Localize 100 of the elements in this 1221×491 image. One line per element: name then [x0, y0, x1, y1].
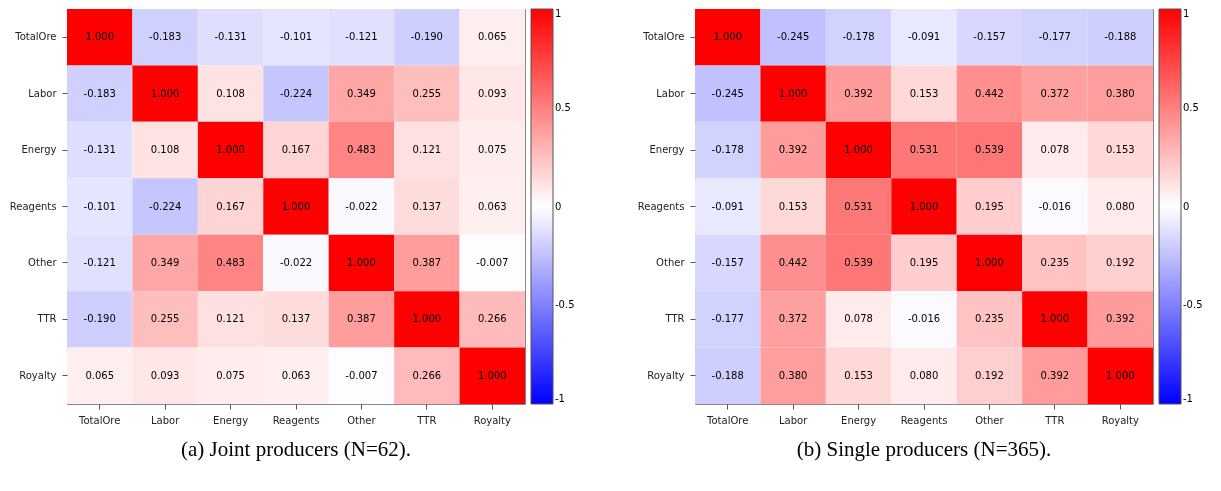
- data-label: 1.000: [1105, 369, 1135, 381]
- data-label: 0.108: [150, 144, 180, 156]
- data-label: 0.167: [281, 144, 311, 156]
- data-label: -0.007: [345, 369, 378, 381]
- data-label: 1.000: [477, 369, 507, 381]
- y-tick-label: TTR: [664, 313, 685, 325]
- data-label: -0.177: [1038, 31, 1071, 43]
- data-label: 0.380: [1105, 87, 1135, 99]
- x-tick-label: Royalty: [473, 414, 512, 426]
- data-label: 0.093: [477, 87, 507, 99]
- data-label: -0.022: [279, 256, 313, 268]
- data-label: 0.372: [1040, 87, 1070, 99]
- x-tick-label: Reagents: [900, 414, 948, 426]
- data-label: 0.380: [778, 369, 808, 381]
- x-tick-label: TTR: [1044, 414, 1065, 426]
- data-label: -0.224: [279, 87, 313, 99]
- data-label: -0.091: [711, 200, 744, 212]
- data-label: 1.000: [1040, 313, 1070, 325]
- data-label: 0.167: [216, 200, 245, 212]
- data-label: 1.000: [844, 144, 873, 156]
- data-label: 0.137: [281, 313, 311, 325]
- y-tick-label: TotalOre: [642, 31, 685, 43]
- data-label: 0.153: [844, 369, 873, 381]
- data-label: 0.392: [778, 144, 808, 156]
- data-label: 0.349: [347, 87, 376, 99]
- data-label: -0.101: [83, 200, 116, 212]
- data-label: 0.255: [150, 313, 180, 325]
- data-label: 0.192: [1105, 256, 1135, 268]
- y-tick-label: Royalty: [19, 369, 57, 381]
- data-label: -0.091: [907, 31, 941, 43]
- y-tick-label: Energy: [21, 144, 57, 156]
- y-tick-label: Royalty: [647, 369, 685, 381]
- data-label: 0.153: [778, 200, 808, 212]
- data-label: 0.255: [412, 87, 442, 99]
- y-tick-label: TTR: [36, 313, 57, 325]
- data-label: -0.177: [711, 313, 744, 325]
- data-label: 0.539: [844, 256, 873, 268]
- data-label: 0.539: [975, 144, 1004, 156]
- x-tick-label: TotalOre: [706, 414, 749, 426]
- data-label: 0.080: [909, 369, 939, 381]
- x-tick-label: Energy: [213, 414, 249, 426]
- data-label: -0.183: [83, 87, 116, 99]
- color-bar-label: 0: [1183, 200, 1190, 212]
- data-label: 0.392: [1040, 369, 1070, 381]
- data-label: 0.372: [778, 313, 808, 325]
- data-label: 1.000: [975, 256, 1004, 268]
- data-label: 0.063: [477, 200, 507, 212]
- x-tick-label: Other: [975, 414, 1005, 426]
- data-label: 0.153: [909, 87, 939, 99]
- x-tick-label: TTR: [416, 414, 437, 426]
- color-bar-label: 0.5: [1183, 101, 1199, 113]
- text: (a) Joint producers (N=62).: [181, 437, 411, 461]
- data-label: 0.235: [975, 313, 1004, 325]
- data-label: -0.183: [149, 31, 182, 43]
- data-label: 0.065: [85, 369, 115, 381]
- x-tick-label: Energy: [841, 414, 877, 426]
- data-label: 0.387: [347, 313, 376, 325]
- data-label: -0.190: [83, 313, 116, 325]
- data-label: 0.387: [412, 256, 442, 268]
- text: (b) Single producers (N=365).: [796, 437, 1052, 461]
- x-tick-label: TotalOre: [78, 414, 121, 426]
- color-bar-label: 1: [555, 8, 562, 19]
- data-label: -0.101: [279, 31, 313, 43]
- data-label: 1.000: [909, 200, 939, 212]
- data-label: 1.000: [778, 87, 808, 99]
- data-label: -0.245: [711, 87, 744, 99]
- x-tick-label: Royalty: [1101, 414, 1140, 426]
- data-label: -0.178: [711, 144, 744, 156]
- data-label: 0.063: [281, 369, 311, 381]
- data-label: 1.000: [85, 31, 115, 43]
- data-label: 0.392: [844, 87, 873, 99]
- data-label: -0.131: [214, 31, 247, 43]
- data-label: 1.000: [281, 200, 311, 212]
- data-label: -0.157: [973, 31, 1006, 43]
- color-bar-label: 1: [1183, 8, 1190, 19]
- data-label: 1.000: [150, 87, 180, 99]
- data-label: 0.075: [216, 369, 245, 381]
- data-label: -0.190: [410, 31, 443, 43]
- data-label: 0.121: [412, 144, 442, 156]
- data-label: 0.531: [909, 144, 939, 156]
- data-label: 0.483: [347, 144, 376, 156]
- data-label: 1.000: [713, 31, 743, 43]
- color-bar-label: -0.5: [555, 299, 575, 311]
- data-label: 1.000: [412, 313, 442, 325]
- color-bar-label: 0: [555, 200, 562, 212]
- data-label: 0.195: [975, 200, 1004, 212]
- data-label: 0.195: [909, 256, 939, 268]
- data-label: 0.192: [975, 369, 1004, 381]
- color-bar-label: -1: [1183, 393, 1193, 404]
- y-tick-label: Reagents: [637, 200, 685, 212]
- data-label: 0.121: [216, 313, 245, 325]
- data-label: -0.157: [711, 256, 744, 268]
- y-tick-label: Energy: [649, 144, 685, 156]
- y-tick-label: Reagents: [9, 200, 57, 212]
- data-label: 1.000: [347, 256, 376, 268]
- data-label: 0.065: [477, 31, 507, 43]
- data-label: 0.108: [216, 87, 245, 99]
- data-label: -0.224: [149, 200, 182, 212]
- y-tick-label: Other: [28, 256, 58, 268]
- data-label: -0.007: [476, 256, 509, 268]
